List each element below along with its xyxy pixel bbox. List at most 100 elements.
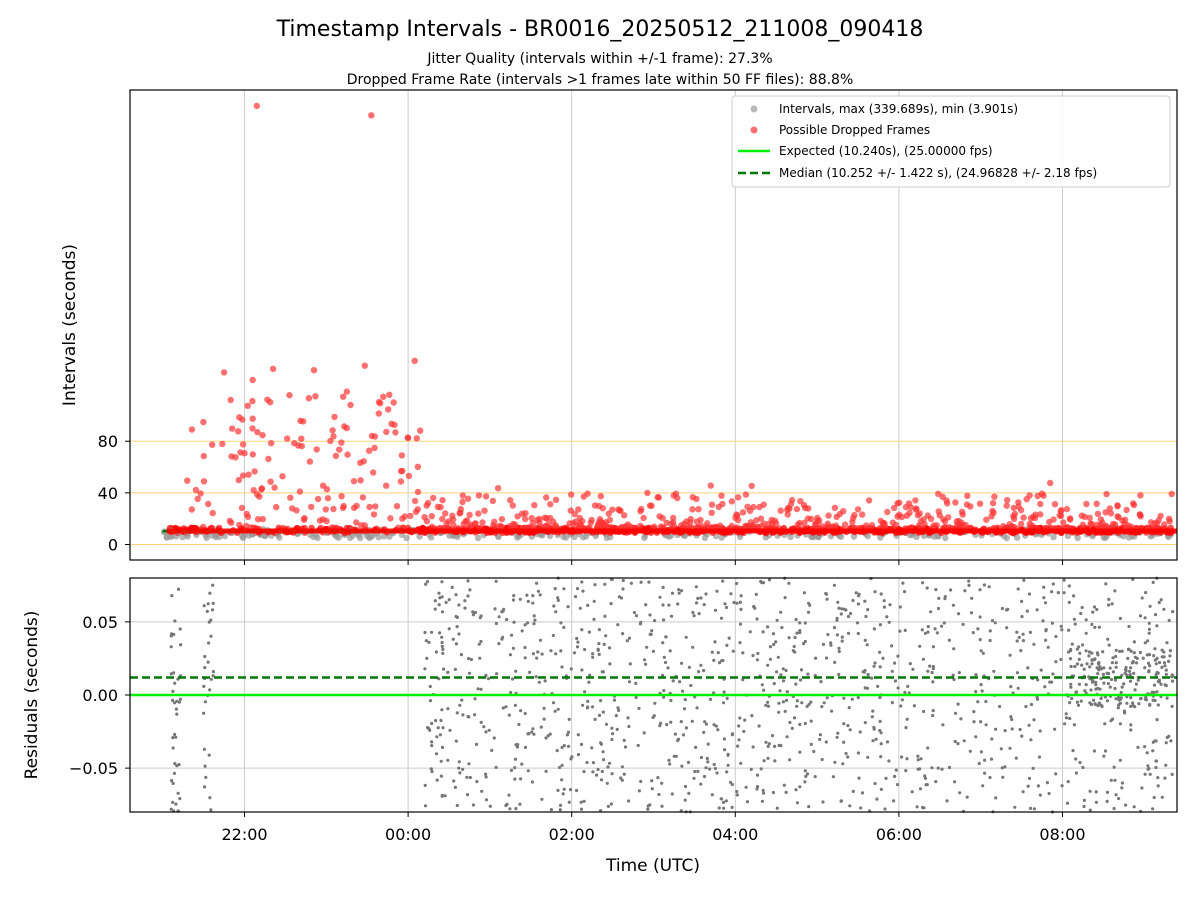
dropped-point: [637, 508, 644, 515]
dropped-point: [748, 482, 755, 490]
residual-point: [1113, 589, 1117, 593]
dropped-point: [976, 500, 984, 507]
residual-point: [836, 731, 840, 735]
residual-point: [874, 737, 878, 741]
dropped-point: [1123, 506, 1130, 514]
residual-point: [836, 600, 840, 604]
residual-point: [579, 800, 583, 804]
residual-point: [536, 650, 540, 654]
residual-point: [662, 689, 666, 693]
residual-point: [661, 585, 665, 590]
residual-point: [476, 687, 480, 691]
residual-point: [799, 668, 804, 672]
residual-point: [766, 744, 770, 749]
dropped-point: [357, 477, 364, 484]
residual-point: [1107, 643, 1111, 647]
residual-point: [565, 733, 570, 737]
residual-point: [1064, 716, 1069, 720]
residual-point: [697, 670, 701, 674]
dropped-point: [1018, 520, 1025, 528]
residual-point: [1094, 680, 1098, 684]
residual-point: [1143, 616, 1147, 620]
dropped-point: [576, 514, 583, 522]
residual-point: [548, 732, 552, 736]
residual-point: [455, 803, 459, 808]
residual-point: [518, 597, 522, 601]
residual-point: [1154, 759, 1158, 763]
residual-point: [1093, 657, 1097, 661]
residual-point: [586, 699, 590, 704]
residual-point: [595, 773, 599, 777]
dropped-point: [777, 507, 784, 514]
residual-point: [803, 780, 807, 784]
residual-point: [623, 745, 628, 749]
residual-point: [878, 719, 882, 724]
residual-point: [902, 590, 907, 594]
residual-point: [1167, 618, 1171, 623]
residual-point: [169, 634, 173, 638]
residual-point: [842, 607, 846, 611]
residual-point: [1094, 800, 1098, 804]
residual-point: [704, 592, 708, 596]
residual-point: [484, 772, 488, 776]
residual-point: [542, 717, 546, 721]
residual-point: [1099, 696, 1103, 701]
dropped-point: [773, 520, 780, 527]
residual-point: [581, 703, 585, 707]
dropped-point: [796, 519, 803, 527]
residual-point: [783, 596, 787, 600]
residual-point: [1128, 679, 1133, 683]
residual-point: [441, 647, 445, 652]
residual-point: [942, 621, 946, 625]
residual-point: [976, 627, 980, 631]
dropped-point: [366, 447, 373, 454]
dropped-point: [739, 509, 747, 516]
dropped-point: [689, 494, 696, 501]
residual-point: [453, 667, 457, 672]
residual-point: [863, 638, 867, 643]
residual-point: [448, 728, 452, 732]
residual-point: [737, 724, 741, 728]
dropped-point: [804, 515, 812, 522]
dropped-point: [1114, 502, 1121, 509]
residual-point: [988, 629, 992, 633]
residual-point: [1094, 790, 1098, 794]
dropped-point: [188, 426, 196, 433]
residual-point: [766, 700, 770, 704]
residual-point: [596, 767, 600, 772]
residual-point: [840, 635, 844, 639]
residual-point: [560, 745, 564, 750]
x-tick-label: 08:00: [1039, 825, 1085, 844]
residual-point: [690, 719, 694, 723]
residual-point: [680, 764, 684, 768]
residual-point: [1024, 704, 1028, 709]
residual-point: [204, 775, 208, 780]
dropped-point: [1011, 515, 1018, 522]
residual-point: [1037, 755, 1042, 759]
residual-point: [879, 787, 884, 792]
residual-point: [730, 733, 735, 737]
dropped-point: [313, 446, 320, 453]
dropped-point: [689, 506, 696, 513]
residual-point: [1069, 682, 1073, 686]
residual-point: [934, 780, 938, 784]
residual-point: [795, 699, 799, 703]
residual-point: [1120, 685, 1124, 689]
residual-point: [460, 698, 464, 702]
residual-point: [1141, 656, 1145, 660]
residual-point: [875, 797, 879, 801]
residual-point: [611, 732, 615, 736]
dropped-point: [637, 522, 644, 530]
dropped-point: [442, 510, 449, 517]
residual-point: [839, 612, 843, 616]
residual-point: [175, 712, 179, 716]
residual-point: [562, 787, 566, 791]
residual-point: [928, 664, 932, 668]
residual-point: [646, 807, 650, 811]
dropped-point: [742, 522, 749, 530]
residual-point: [1091, 698, 1096, 702]
residual-point: [691, 645, 695, 649]
residual-point: [890, 644, 894, 648]
residual-point: [878, 728, 882, 733]
residual-point: [1069, 664, 1073, 669]
